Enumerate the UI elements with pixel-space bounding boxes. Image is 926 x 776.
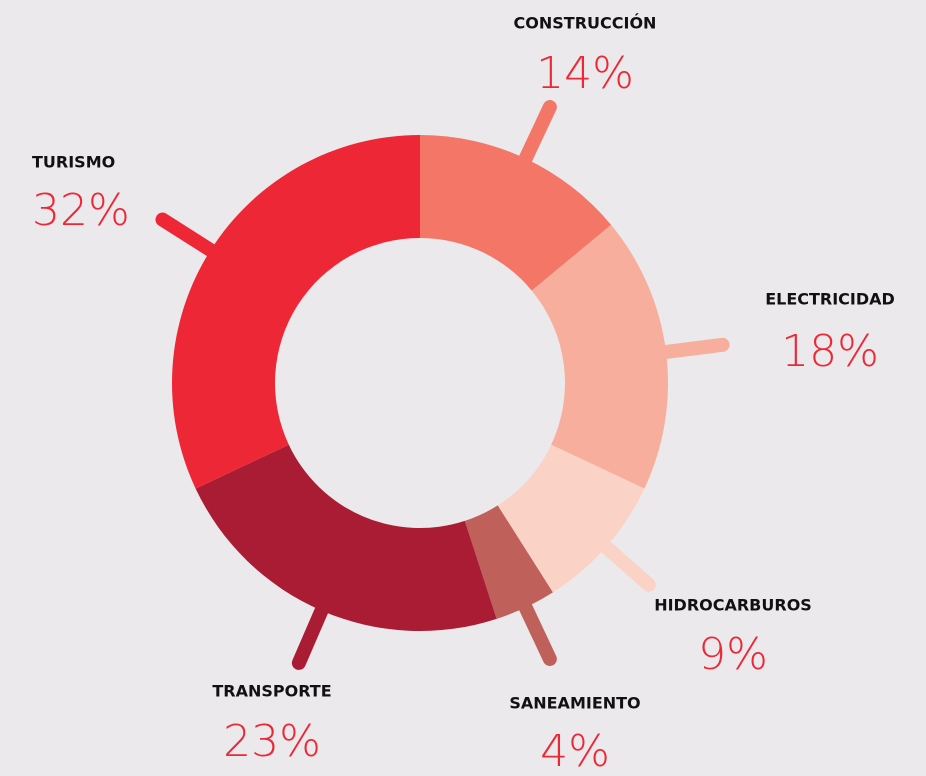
category-label: CONSTRUCCIÓN [514, 14, 657, 33]
leader-line [155, 212, 227, 263]
donut-segment [171, 135, 420, 489]
category-label: TRANSPORTE [212, 682, 331, 701]
category-label: SANEAMIENTO [509, 694, 640, 713]
value-label: 23% [223, 716, 321, 767]
donut-segment [531, 224, 668, 489]
value-label: 4% [540, 726, 610, 776]
leader-line [514, 591, 557, 666]
category-label: HIDROCARBUROS [654, 596, 812, 615]
leader-line [591, 533, 656, 592]
category-label: ELECTRICIDAD [765, 290, 895, 309]
donut-segment [464, 505, 553, 619]
value-label: 14% [536, 48, 634, 99]
donut-segment [195, 444, 497, 631]
leader-line [514, 100, 557, 175]
leader-line [291, 594, 333, 670]
category-label: TURISMO [32, 153, 115, 172]
value-label: 18% [781, 326, 879, 377]
leader-line [649, 337, 730, 361]
donut-segment [497, 444, 645, 593]
value-label: 32% [32, 185, 130, 236]
donut-segment [420, 135, 612, 291]
value-label: 9% [698, 629, 768, 680]
